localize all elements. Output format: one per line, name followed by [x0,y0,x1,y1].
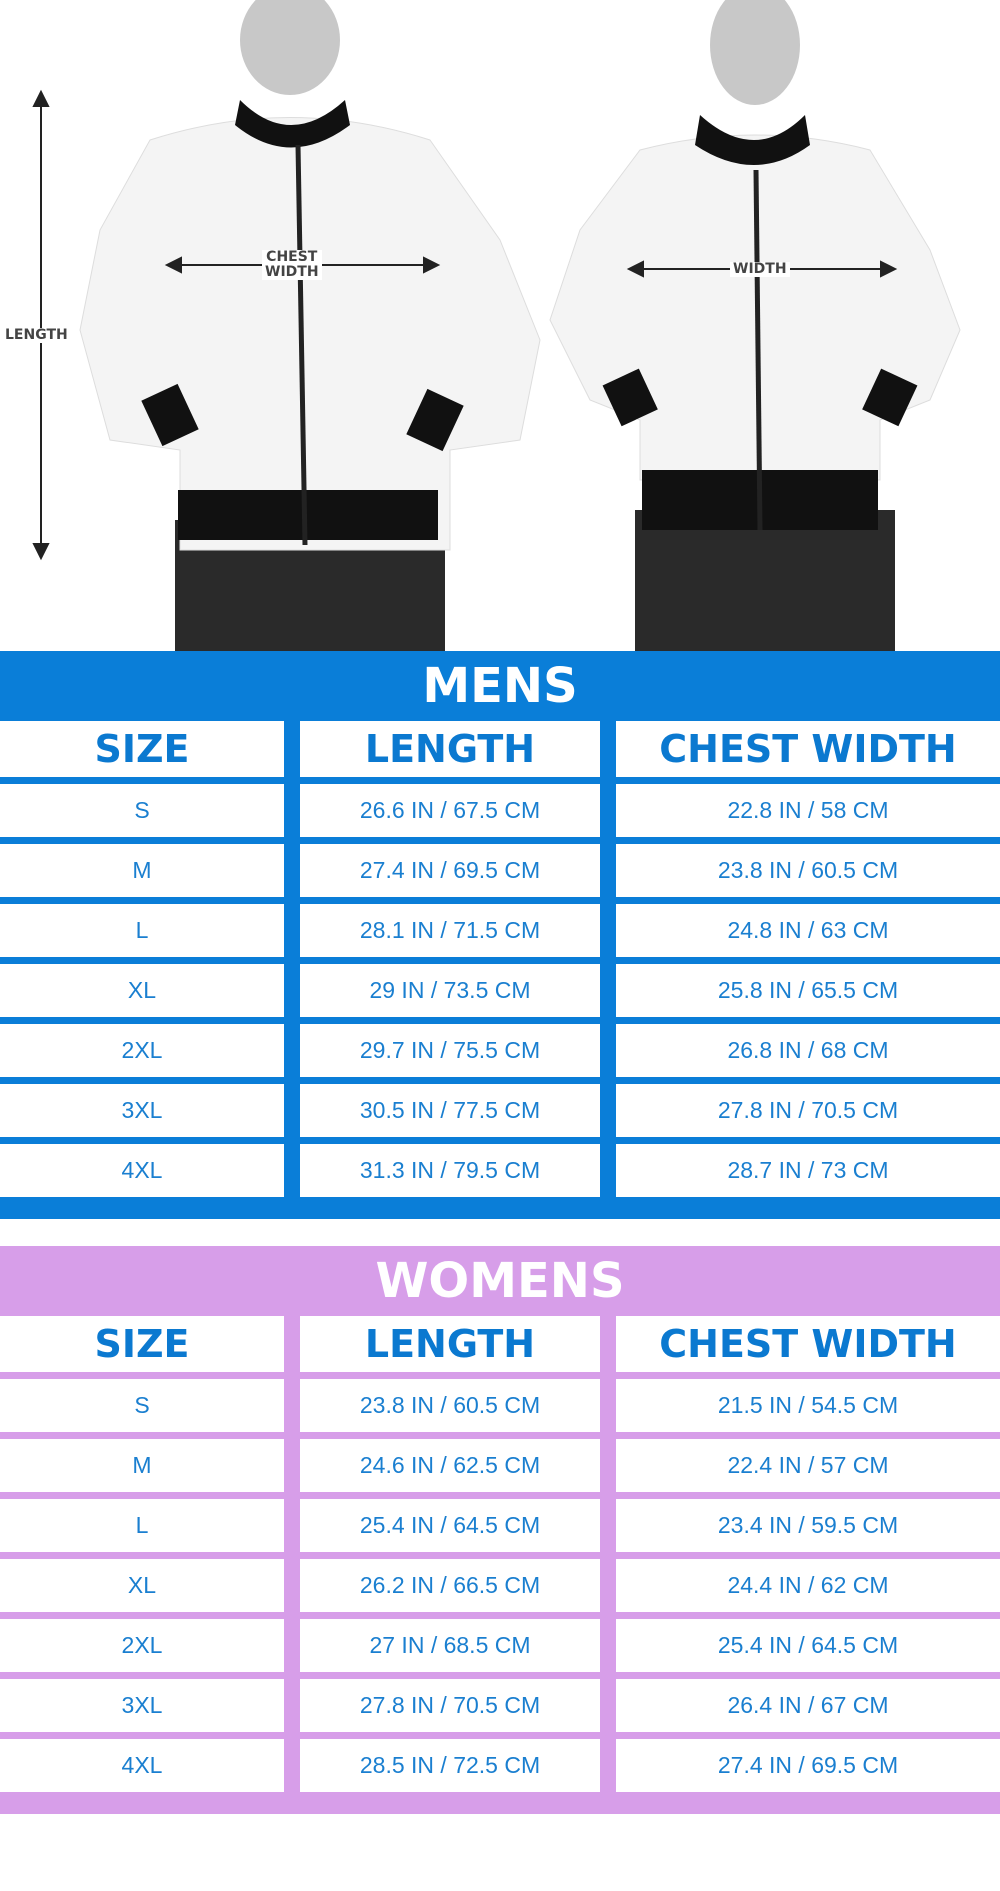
length-cell: 28.1 IN / 71.5 CM [300,904,600,957]
womens-title: WOMENS [375,1253,625,1309]
size-cell: 2XL [0,1024,284,1077]
mens-grid: SIZE LENGTH CHEST WIDTH S 26.6 IN / 67.5 CM 2… [0,721,1000,1197]
length-cell: 26.6 IN / 67.5 CM [300,784,600,837]
column-header: LENGTH [300,1316,600,1372]
size-cell: XL [0,1559,284,1612]
column-header: SIZE [0,1316,284,1372]
length-cell: 28.5 IN / 72.5 CM [300,1739,600,1792]
length-cell: 27.8 IN / 70.5 CM [300,1679,600,1732]
mens-title: MENS [422,658,578,714]
chest-width-cell: 22.4 IN / 57 CM [616,1439,1000,1492]
column-header: CHEST WIDTH [616,1316,1000,1372]
chest-width-cell: 28.7 IN / 73 CM [616,1144,1000,1197]
width-label: WIDTH [730,262,790,277]
chest-width-cell: 23.4 IN / 59.5 CM [616,1499,1000,1552]
jacket-photo: LENGTH CHEST WIDTH WIDTH [0,0,1000,651]
length-cell: 27.4 IN / 69.5 CM [300,844,600,897]
jacket-illustration [32,0,961,651]
chest-width-cell: 24.4 IN / 62 CM [616,1559,1000,1612]
length-label: LENGTH [2,328,71,343]
length-cell: 29.7 IN / 75.5 CM [300,1024,600,1077]
chest-width-cell: 27.8 IN / 70.5 CM [616,1084,1000,1137]
size-cell: S [0,1379,284,1432]
length-cell: 31.3 IN / 79.5 CM [300,1144,600,1197]
size-cell: M [0,844,284,897]
size-cell: L [0,1499,284,1552]
womens-size-table: WOMENS SIZE LENGTH CHEST WIDTH S 23.8 IN / 6… [0,1246,1000,1814]
size-cell: 3XL [0,1679,284,1732]
length-cell: 23.8 IN / 60.5 CM [300,1379,600,1432]
column-header: SIZE [0,721,284,777]
length-cell: 30.5 IN / 77.5 CM [300,1084,600,1137]
chest-width-cell: 24.8 IN / 63 CM [616,904,1000,957]
chest-width-cell: 26.4 IN / 67 CM [616,1679,1000,1732]
size-cell: XL [0,964,284,1017]
mens-size-table: MENS SIZE LENGTH CHEST WIDTH S 26.6 IN / 67.… [0,651,1000,1219]
size-cell: 4XL [0,1144,284,1197]
size-cell: S [0,784,284,837]
length-cell: 25.4 IN / 64.5 CM [300,1499,600,1552]
length-cell: 27 IN / 68.5 CM [300,1619,600,1672]
chest-width-cell: 26.8 IN / 68 CM [616,1024,1000,1077]
chest-width-cell: 25.4 IN / 64.5 CM [616,1619,1000,1672]
size-cell: 2XL [0,1619,284,1672]
size-cell: 3XL [0,1084,284,1137]
size-cell: L [0,904,284,957]
chest-width-label: CHEST WIDTH [262,250,322,280]
chest-width-cell: 22.8 IN / 58 CM [616,784,1000,837]
chest-width-cell: 23.8 IN / 60.5 CM [616,844,1000,897]
chest-width-cell: 21.5 IN / 54.5 CM [616,1379,1000,1432]
column-header: LENGTH [300,721,600,777]
length-cell: 24.6 IN / 62.5 CM [300,1439,600,1492]
womens-grid: SIZE LENGTH CHEST WIDTH S 23.8 IN / 60.5 CM 2… [0,1316,1000,1792]
length-cell: 26.2 IN / 66.5 CM [300,1559,600,1612]
size-cell: M [0,1439,284,1492]
chest-width-cell: 25.8 IN / 65.5 CM [616,964,1000,1017]
chest-width-cell: 27.4 IN / 69.5 CM [616,1739,1000,1792]
column-header: CHEST WIDTH [616,721,1000,777]
length-cell: 29 IN / 73.5 CM [300,964,600,1017]
size-cell: 4XL [0,1739,284,1792]
